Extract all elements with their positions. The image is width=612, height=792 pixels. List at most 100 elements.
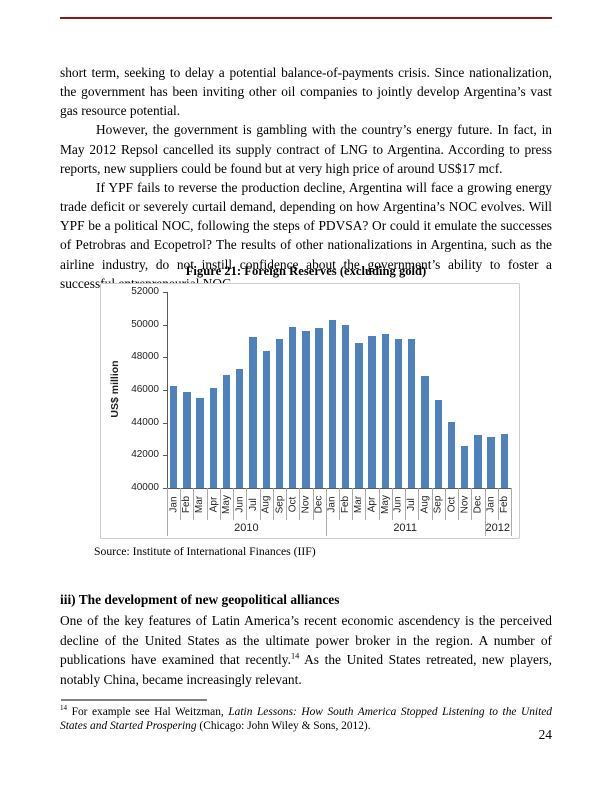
y-axis-title: US$ million [109, 360, 121, 418]
footnote-marker: 14 [60, 704, 68, 713]
bar [315, 327, 323, 488]
month-label-cell: Oct [445, 488, 458, 520]
month-label: Mar [194, 495, 206, 513]
bar [460, 445, 469, 488]
month-separator [193, 488, 195, 520]
bar [249, 336, 257, 488]
month-separator [471, 488, 473, 520]
month-label: Jan [326, 495, 338, 513]
bar [421, 376, 429, 488]
month-label-cell: Jan [167, 488, 180, 520]
year-group-boundary [325, 488, 327, 536]
month-separator [312, 488, 314, 520]
bar [408, 339, 416, 488]
header-rule [60, 17, 552, 19]
month-label: Nov [300, 495, 312, 513]
footnote: 14 For example see Hal Weitzman, Latin L… [60, 705, 552, 733]
paragraph-text: As the United States retreated, new play… [60, 652, 552, 687]
bar [355, 342, 363, 488]
month-label: Feb [340, 495, 352, 513]
month-label-cell: Jun [392, 488, 405, 520]
year-label-cell: 2010 [234, 522, 259, 534]
y-axis-tick [163, 455, 167, 457]
month-label-cell: Aug [418, 488, 431, 520]
chart-canvas: 40000 42000 44000 46000 48000 50000 52000 US$ m… [101, 284, 519, 538]
footnote-text: For example see Hal Weitzman, [67, 706, 229, 718]
month-label: Aug [419, 495, 431, 513]
month-label-cell: Feb [498, 488, 511, 520]
bar [434, 399, 442, 488]
y-axis-tick [163, 390, 167, 391]
month-label: May [221, 494, 233, 514]
footnote-text: (Chicago: John Wiley & Sons, 2012). [196, 720, 371, 733]
month-separator [272, 488, 274, 520]
month-label-cell: Apr [365, 488, 378, 520]
month-separator [391, 488, 393, 520]
page-number: 24 [538, 727, 552, 742]
month-label: Jan [485, 495, 497, 513]
y-axis-tick [163, 357, 167, 359]
month-label: Nov [459, 495, 471, 513]
figure-source-note: Source: Institute of International Finan… [94, 545, 316, 558]
bar [209, 388, 217, 488]
month-label-cell: Dec [313, 488, 326, 520]
year-group-boundary [167, 488, 168, 536]
bar [394, 339, 403, 488]
bar [222, 375, 231, 488]
month-label-cell: Nov [458, 488, 471, 520]
month-label: Jan [168, 495, 180, 513]
month-label: Feb [181, 495, 193, 513]
y-axis-tick-label: 40000 [131, 482, 159, 493]
month-separator [378, 488, 380, 520]
y-axis-tick [163, 488, 167, 489]
month-label: Oct [445, 496, 457, 512]
month-label-cell: Mar [352, 488, 365, 520]
month-separator [286, 488, 288, 520]
y-axis-tick-label: 48000 [131, 351, 159, 363]
month-label-cell: Apr [207, 488, 220, 520]
bar [236, 368, 244, 488]
month-label-cell: Nov [299, 488, 312, 520]
bar [275, 338, 284, 488]
section: iii) The development of new geopolitical… [60, 592, 552, 689]
month-separator [246, 488, 248, 520]
month-separator [444, 488, 446, 520]
month-label-cell: Feb [339, 488, 352, 520]
section-heading: iii) The development of new geopolitical… [60, 592, 340, 607]
month-label-cell: May [220, 488, 233, 520]
month-label: May [379, 494, 391, 514]
month-label-cell: Jul [405, 488, 418, 520]
paragraph: short term, seeking to delay a potential… [60, 65, 552, 119]
paragraph-text: One of the key features of Latin America… [60, 613, 552, 668]
bar [500, 434, 509, 488]
month-label: Apr [207, 496, 219, 512]
bar [381, 333, 389, 488]
bar [341, 325, 350, 488]
body-text: short term, seeking to delay a potential… [60, 63, 552, 293]
month-label: Jul [247, 497, 259, 511]
bar [288, 327, 297, 488]
footnote-separator-rule [61, 699, 207, 701]
month-label-cell: Sep [432, 488, 445, 520]
month-label: Feb [498, 495, 510, 513]
month-label: Jun [393, 495, 405, 513]
month-label: Apr [366, 496, 378, 512]
month-label-cell: Dec [471, 488, 484, 520]
month-separator [405, 488, 407, 520]
month-label: Sep [273, 495, 285, 513]
bar [368, 336, 376, 488]
bar [474, 434, 482, 488]
month-label-cell: Jan [485, 488, 498, 520]
month-separator [206, 488, 208, 520]
y-axis-tick-label: 42000 [131, 449, 159, 461]
month-separator [365, 488, 367, 520]
month-label-cell: Aug [260, 488, 273, 520]
month-separator [233, 488, 235, 520]
year-label-cell: 2011 [393, 522, 417, 534]
bar [183, 392, 191, 488]
month-label-cell: Jan [326, 488, 339, 520]
month-separator [418, 488, 420, 520]
bar [328, 319, 337, 488]
month-label: Aug [260, 495, 272, 513]
month-separator [497, 488, 499, 520]
